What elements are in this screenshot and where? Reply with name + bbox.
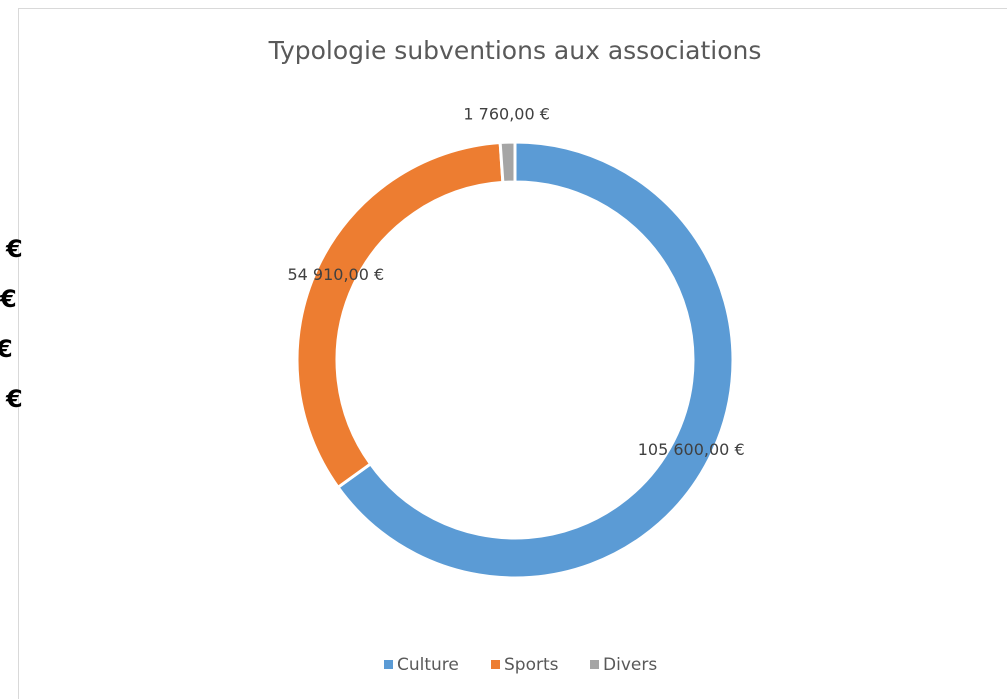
data-label: 105 600,00 € (638, 440, 745, 459)
legend-label: Divers (603, 655, 657, 675)
legend-swatch (590, 660, 599, 669)
donut-segment (335, 140, 735, 580)
clipped-label: € (0, 335, 13, 363)
chart-frame (18, 8, 1007, 699)
legend-swatch (384, 660, 393, 669)
donut-segment (498, 140, 517, 185)
clipped-label: € (0, 285, 17, 313)
legend-swatch (491, 660, 500, 669)
legend-label: Sports (504, 655, 559, 675)
clipped-label: € (5, 235, 23, 263)
chart-title: Typologie subventions aux associations (268, 36, 762, 65)
data-label: 54 910,00 € (287, 265, 384, 284)
clipped-label: € (5, 385, 23, 413)
legend-label: Culture (397, 655, 459, 675)
data-label: 1 760,00 € (463, 105, 550, 124)
